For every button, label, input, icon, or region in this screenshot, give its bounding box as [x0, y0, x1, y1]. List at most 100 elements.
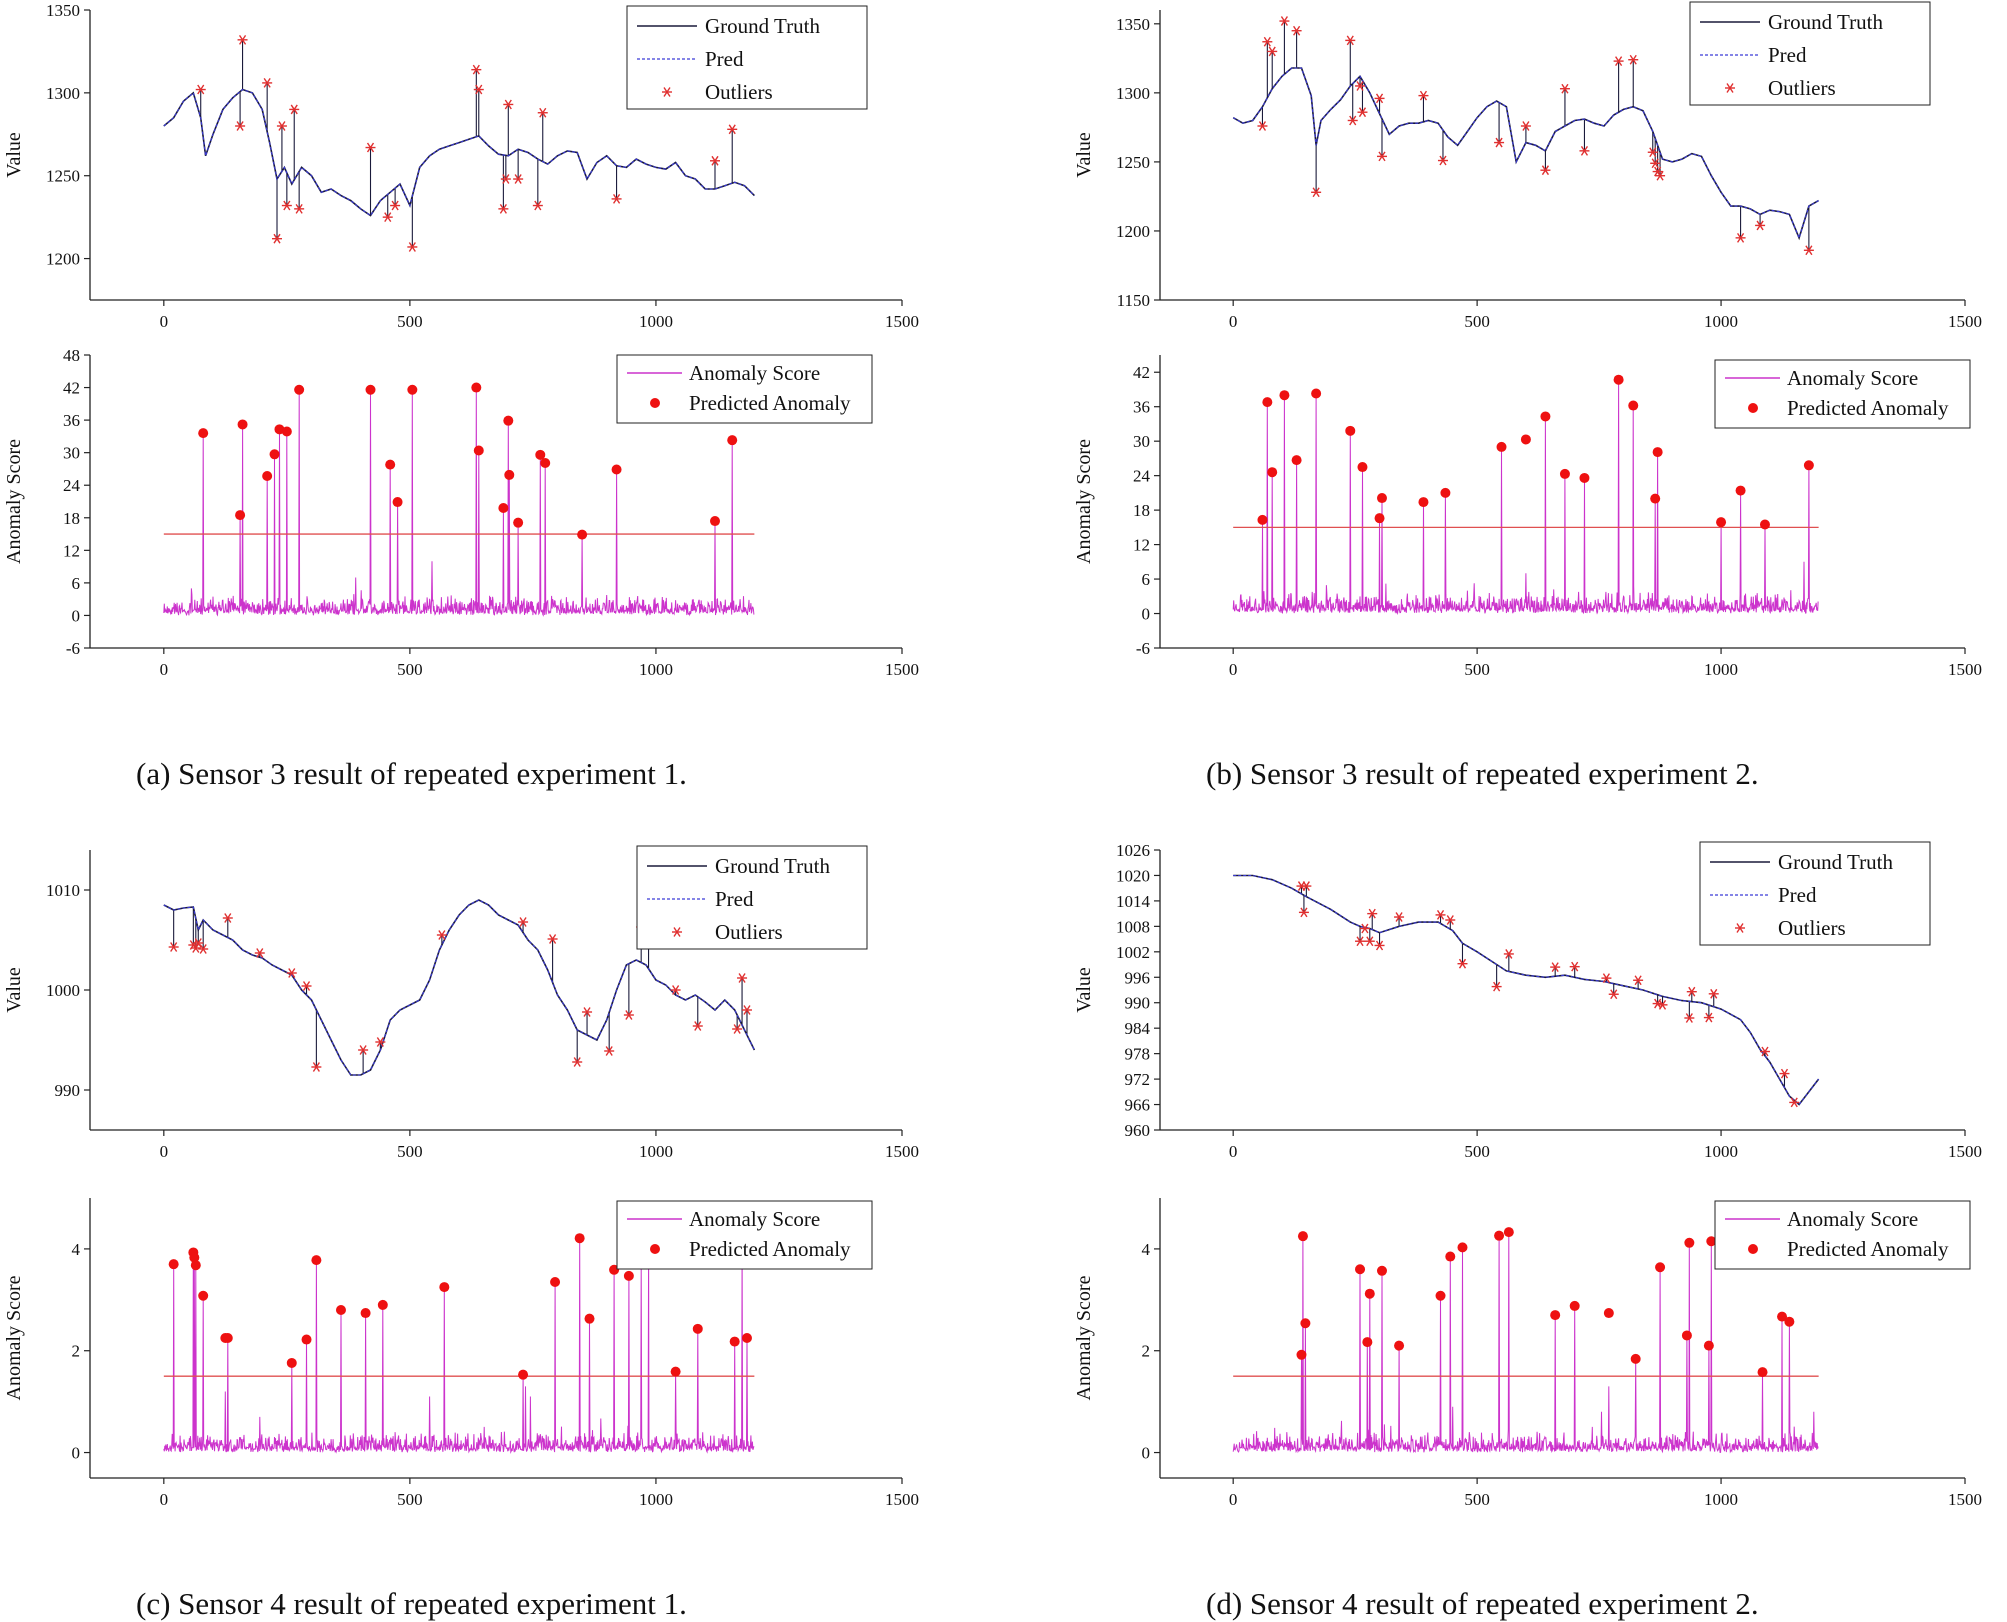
y-tick-label: -6 [66, 639, 80, 658]
outlier-point [1579, 145, 1590, 156]
outlier-point [436, 930, 447, 940]
predicted-anomaly-point [237, 419, 248, 430]
predicted-anomaly-point [498, 503, 509, 514]
y-tick-label: 960 [1125, 1121, 1151, 1140]
outlier-point [1779, 1068, 1790, 1079]
predicted-anomaly-point [1494, 1230, 1505, 1241]
outlier-point [1364, 936, 1375, 947]
outlier-point [1569, 961, 1580, 972]
outlier-point [272, 233, 283, 244]
legend-label: Predicted Anomaly [1787, 1237, 1949, 1261]
x-tick-label: 0 [160, 312, 169, 331]
predicted-anomaly-point [540, 457, 551, 468]
x-tick-label: 500 [1464, 660, 1490, 679]
outlier-point [737, 973, 748, 983]
outlier-point [1650, 158, 1661, 169]
legend-outlier-swatch [1735, 923, 1745, 933]
predicted-anomaly-point [623, 1270, 634, 1281]
outlier-point [1628, 54, 1639, 65]
predicted-anomaly-point [1559, 468, 1570, 479]
predicted-anomaly-point [1630, 1353, 1641, 1364]
predicted-anomaly-point [1300, 1318, 1311, 1329]
predicted-anomaly-point [1376, 493, 1387, 504]
predicted-anomaly-point [1440, 487, 1451, 498]
predicted-anomaly-point [1716, 517, 1727, 528]
y-axis-label: Value [1073, 967, 1095, 1013]
outlier-point [741, 1005, 752, 1015]
outlier-point [281, 200, 292, 211]
predicted-anomaly-point [198, 428, 209, 439]
outlier-point [294, 203, 305, 214]
outlier-point [1435, 910, 1446, 920]
outlier-point [1613, 56, 1624, 66]
legend-box [1714, 1200, 1971, 1270]
y-axis-label: Anomaly Score [1073, 439, 1095, 564]
outlier-point [375, 1037, 386, 1047]
outlier-point [1550, 962, 1561, 972]
predicted-anomaly-point [335, 1305, 346, 1315]
predicted-anomaly-point [1496, 441, 1507, 452]
outlier-point [1735, 232, 1746, 243]
outlier-point [195, 84, 206, 95]
legend-box [616, 354, 873, 424]
y-tick-label: 36 [63, 411, 80, 430]
outlier-point [1789, 1097, 1800, 1108]
predicted-anomaly-point [1311, 388, 1322, 399]
predicted-anomaly-point [1296, 1349, 1307, 1360]
chart-a-value: 0 500 1000 1500 1200 1250 1300 1350 Value Ground … [3, 1, 919, 331]
y-tick-label: 42 [63, 379, 80, 398]
x-tick-label: 1500 [885, 1490, 919, 1509]
outlier-point [1267, 46, 1278, 57]
legend: Ground Truth Pred Outliers [1699, 841, 1931, 946]
outlier-point [1291, 25, 1302, 36]
y-tick-label: 1350 [46, 1, 80, 20]
x-tick-label: 1500 [1948, 1142, 1982, 1161]
predicted-anomaly-point [190, 1260, 201, 1271]
outlier-point [547, 934, 558, 944]
x-tick-label: 500 [397, 660, 423, 679]
outlier-point [1374, 940, 1385, 951]
predicted-anomaly-point [1681, 1330, 1692, 1341]
outlier-point [1686, 986, 1697, 997]
predicted-anomaly-point [198, 1290, 209, 1301]
predicted-anomaly-point [727, 435, 738, 446]
predicted-anomaly-point [1457, 1242, 1468, 1253]
outlier-point [193, 938, 204, 948]
y-tick-label: 6 [1142, 570, 1151, 589]
y-tick-label: 990 [1125, 994, 1151, 1013]
x-tick-label: 1000 [639, 660, 673, 679]
anomaly-score-line [163, 387, 755, 617]
x-tick-label: 0 [1229, 1490, 1238, 1509]
predicted-anomaly-point [377, 1299, 388, 1310]
predicted-anomaly-point [1684, 1237, 1695, 1248]
y-tick-label: 4 [1142, 1240, 1151, 1259]
predicted-anomaly-point [1357, 462, 1368, 473]
outlier-point [276, 121, 287, 131]
y-tick-label: 1300 [46, 84, 80, 103]
outlier-point [1257, 121, 1268, 131]
outlier-point [1311, 187, 1322, 198]
chart-a-score: 0 500 1000 1500 -6 0 6 12 18 24 30 36 42 48 Anomaly Sc… [3, 346, 919, 679]
legend-outlier-swatch [1725, 83, 1735, 93]
outlier-point [1491, 981, 1502, 992]
x-tick-label: 1500 [1948, 660, 1982, 679]
y-tick-label: 0 [1142, 605, 1151, 624]
outlier-point [1374, 93, 1385, 104]
outlier-point [1494, 137, 1505, 148]
y-tick-label: 1002 [1116, 943, 1150, 962]
legend-label: Predicted Anomaly [1787, 396, 1949, 420]
outlier-point [692, 1021, 703, 1031]
predicted-anomaly-point [503, 415, 514, 426]
legend-anomaly-swatch [1748, 403, 1758, 413]
outlier-point [382, 212, 393, 223]
y-tick-label: 2 [1142, 1342, 1151, 1361]
predicted-anomaly-point [535, 449, 546, 460]
outlier-point [611, 194, 622, 204]
predicted-anomaly-point [1345, 425, 1356, 436]
predicted-anomaly-point [692, 1323, 703, 1334]
predicted-anomaly-point [235, 510, 246, 521]
y-tick-label: 36 [1133, 398, 1150, 417]
outlier-point [513, 174, 524, 184]
